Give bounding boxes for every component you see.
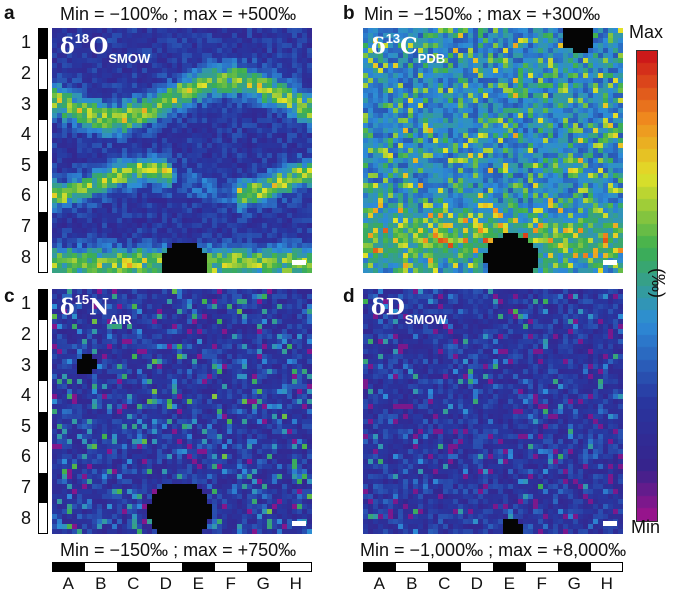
column-label-C: C [127, 574, 140, 593]
column-label-D: D [159, 574, 172, 593]
scale-bar [603, 521, 617, 526]
column-label-E: E [503, 574, 515, 593]
row-label-3: 3 [20, 93, 31, 114]
column-label-G: G [256, 574, 270, 593]
ruler-segment [493, 562, 526, 572]
ruler-segment [38, 28, 48, 59]
ruler-segment [117, 562, 150, 572]
row-label-5: 5 [20, 154, 31, 175]
ruler-segment [363, 562, 396, 572]
row-label-1: 1 [20, 293, 31, 314]
ruler-segment [38, 411, 48, 443]
ruler-segment [38, 211, 48, 243]
panel-d-range: Min = −1,000‰ ; max = +8,000‰ [360, 540, 627, 560]
row-label-8: 8 [20, 507, 31, 528]
colorbar-unit-label: (‰) [648, 268, 668, 298]
column-label-H: H [600, 574, 613, 593]
column-label-G: G [567, 574, 581, 593]
column-label-F: F [225, 574, 236, 593]
row-label-2: 2 [20, 323, 31, 344]
column-label-B: B [95, 574, 107, 593]
row-label-8: 8 [20, 246, 31, 267]
column-label-B: B [406, 574, 418, 593]
column-label-C: C [438, 574, 451, 593]
row-label-7: 7 [20, 477, 31, 498]
ruler-segment [52, 562, 85, 572]
ruler-segment [38, 350, 48, 381]
ruler-segment [558, 562, 591, 572]
panel-letter-c: c [4, 286, 15, 307]
column-label-E: E [192, 574, 204, 593]
column-label-A: A [62, 574, 74, 593]
row-label-3: 3 [20, 354, 31, 375]
colorbar-max-label: Max [629, 22, 664, 42]
panel-b-range: Min = −150‰ ; max = +300‰ [364, 4, 601, 24]
ruler-segment [182, 562, 215, 572]
heatmap-b [363, 28, 623, 273]
row-label-6: 6 [20, 446, 31, 467]
map-panel-b: δ13CPDB [363, 28, 623, 273]
ruler-segment [38, 289, 48, 320]
panel-letter-b: b [343, 3, 355, 24]
panel-a-title: δ18OSMOW [60, 31, 151, 66]
colorbar-min-label: Min [631, 517, 661, 537]
row-label-1: 1 [20, 32, 31, 53]
column-label-D: D [470, 574, 483, 593]
scale-bar [603, 260, 617, 265]
row-label-5: 5 [20, 415, 31, 436]
row-label-2: 2 [20, 62, 31, 83]
column-label-H: H [289, 574, 302, 593]
map-panel-c: δ15NAIR [52, 289, 312, 534]
ruler-segment [38, 89, 48, 120]
ruler-segment [38, 472, 48, 504]
row-label-4: 4 [20, 124, 31, 145]
colorbar-gradient [637, 51, 657, 521]
panel-b-title: δ13CPDB [371, 31, 446, 66]
scale-bar [292, 521, 306, 526]
heatmap-a [52, 28, 312, 273]
scale-bar [292, 260, 306, 265]
ruler-segment [247, 562, 280, 572]
column-label-F: F [536, 574, 547, 593]
map-panel-a: δ18OSMOW [52, 28, 312, 273]
panel-letter-d: d [343, 286, 355, 307]
row-label-4: 4 [20, 385, 31, 406]
panel-d-title: δDSMOW [371, 294, 447, 327]
row-label-6: 6 [20, 185, 31, 206]
ruler-segment [38, 150, 48, 182]
row-label-7: 7 [20, 216, 31, 237]
panel-a-range: Min = −100‰ ; max = +500‰ [60, 4, 297, 24]
panel-c-range: Min = −150‰ ; max = +750‰ [60, 540, 297, 560]
panel-c-title: δ15NAIR [60, 292, 132, 327]
ruler-segment [428, 562, 461, 572]
map-panel-d: δDSMOW [363, 289, 623, 534]
panel-letter-a: a [4, 3, 15, 24]
heatmap-c [52, 289, 312, 534]
colorbar [636, 50, 658, 522]
column-label-A: A [373, 574, 385, 593]
heatmap-d [363, 289, 623, 534]
